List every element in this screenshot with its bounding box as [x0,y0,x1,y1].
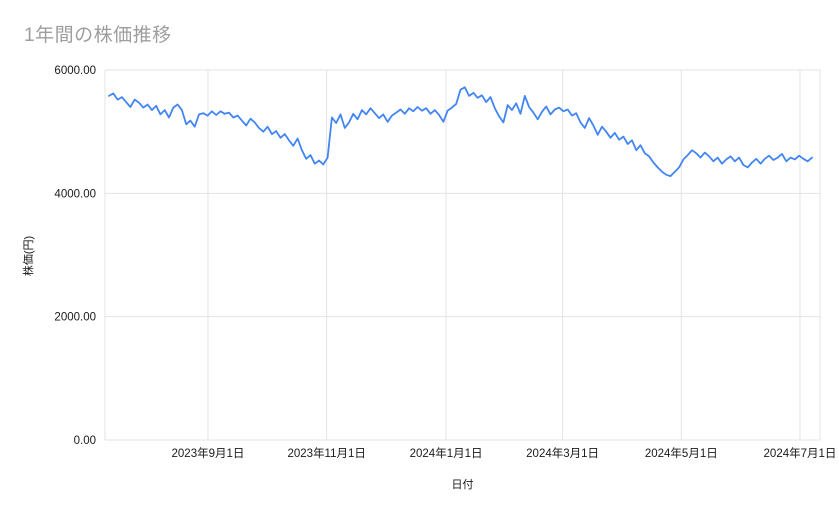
stock-price-line-series [108,86,813,178]
y-tick-label: 0.00 [74,435,96,447]
x-tick-label: 2023年11月1日 [287,446,365,460]
y-tick-label: 6000.00 [54,65,96,77]
chart-title: 1年間の株価推移 [24,25,172,46]
x-tick-label: 2024年7月1日 [764,446,837,460]
x-tick-label: 2024年1月1日 [410,446,483,460]
x-tick-label: 2024年5月1日 [645,446,718,460]
x-axis-title: 日付 [451,479,474,491]
y-tick-label: 4000.00 [54,188,96,200]
x-tick-label: 2024年3月1日 [526,446,599,460]
y-tick-label: 2000.00 [54,312,96,324]
x-tick-label: 2023年9月1日 [172,446,245,460]
